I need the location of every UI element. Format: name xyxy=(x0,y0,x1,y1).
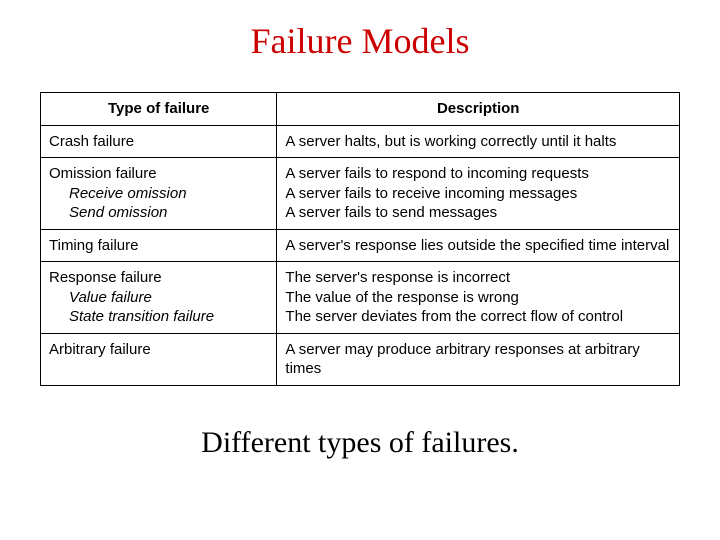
type-main: Crash failure xyxy=(49,133,134,150)
cell-type: Omission failure Receive omissionSend omi… xyxy=(41,158,277,230)
header-description: Description xyxy=(277,93,680,126)
table-row: Omission failure Receive omissionSend omi… xyxy=(41,158,680,230)
cell-description: A server fails to respond to incoming re… xyxy=(277,158,680,230)
cell-type: Response failure Value failureState trans… xyxy=(41,262,277,334)
type-main: Timing failure xyxy=(49,237,138,254)
cell-description: A server's response lies outside the spe… xyxy=(277,229,680,262)
cell-description: A server may produce arbitrary responses… xyxy=(277,333,680,385)
table-row: Arbitrary failure A server may produce ar… xyxy=(41,333,680,385)
table-row: Crash failure A server halts, but is work… xyxy=(41,125,680,158)
caption: Different types of failures. xyxy=(40,426,680,460)
type-sub: Receive omission xyxy=(49,184,268,204)
cell-type: Crash failure xyxy=(41,125,277,158)
type-sub: State transition failure xyxy=(49,307,268,327)
type-sub: Value failure xyxy=(49,288,268,308)
cell-description: The server's response is incorrectThe va… xyxy=(277,262,680,334)
cell-type: Timing failure xyxy=(41,229,277,262)
table-row: Timing failure A server's response lies o… xyxy=(41,229,680,262)
cell-description: A server halts, but is working correctly… xyxy=(277,125,680,158)
page-title: Failure Models xyxy=(40,20,680,62)
table-body: Crash failure A server halts, but is work… xyxy=(41,125,680,385)
type-main: Response failure xyxy=(49,269,162,286)
failure-table: Type of failure Description Crash failur… xyxy=(40,92,680,386)
type-main: Arbitrary failure xyxy=(49,341,151,358)
table-header-row: Type of failure Description xyxy=(41,93,680,126)
type-sub: Send omission xyxy=(49,203,268,223)
slide: Failure Models Type of failure Descripti… xyxy=(0,0,720,540)
header-type: Type of failure xyxy=(41,93,277,126)
type-main: Omission failure xyxy=(49,165,157,182)
table-row: Response failure Value failureState trans… xyxy=(41,262,680,334)
cell-type: Arbitrary failure xyxy=(41,333,277,385)
